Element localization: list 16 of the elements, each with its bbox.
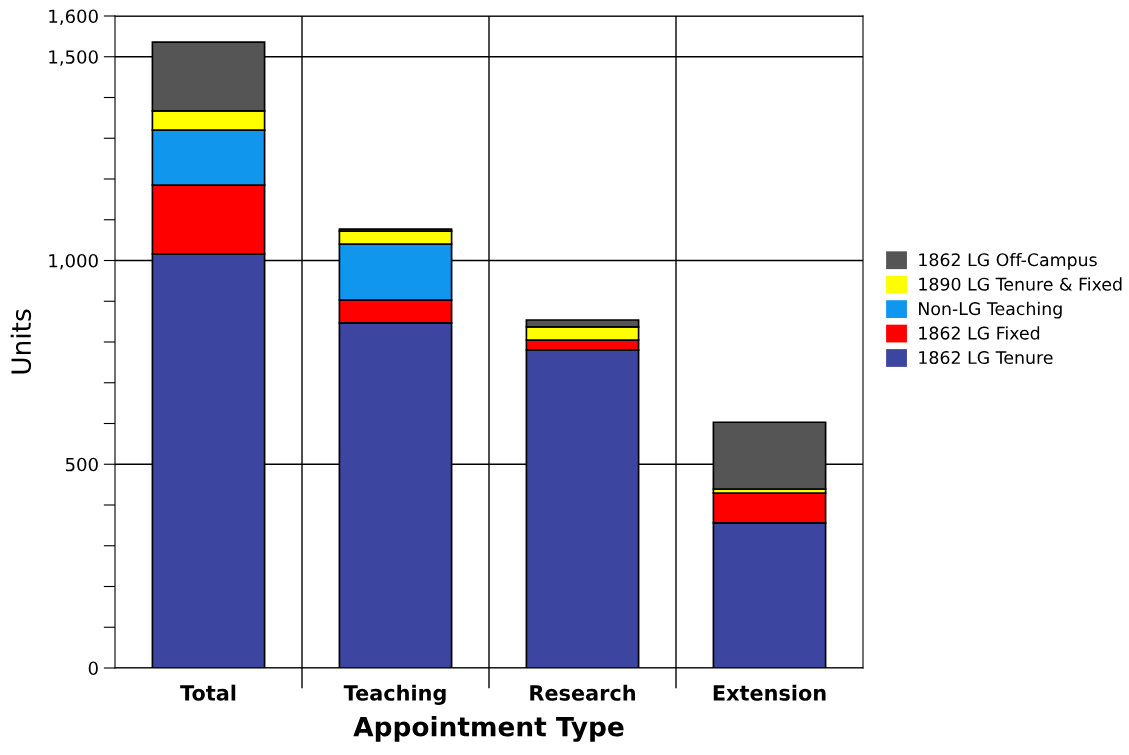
y-tick-label: 1,000 <box>49 253 98 270</box>
x-tick-label: Extension <box>713 684 826 701</box>
y-tick-label: 500 <box>65 457 98 472</box>
legend-label: 1890 LG Tenure & Fixed <box>919 277 1122 291</box>
x-axis-title: Appointment Type <box>353 716 624 742</box>
legend-label: 1862 LG Tenure <box>919 350 1053 365</box>
y-tick-label: 1,600 <box>49 9 98 25</box>
x-tick-label: Teaching <box>343 684 446 705</box>
legend-label: 1862 LG Off-Campus <box>919 252 1097 270</box>
x-tick-label: Research <box>530 684 635 701</box>
y-tick-label: 1,500 <box>49 50 98 66</box>
x-tick-label: Total <box>180 684 236 701</box>
y-tick-label: 0 <box>88 661 98 676</box>
y-axis-title: Units <box>10 309 32 374</box>
legend-label: 1862 LG Fixed <box>919 326 1040 340</box>
legend-label: Non-LG Teaching <box>919 301 1062 319</box>
